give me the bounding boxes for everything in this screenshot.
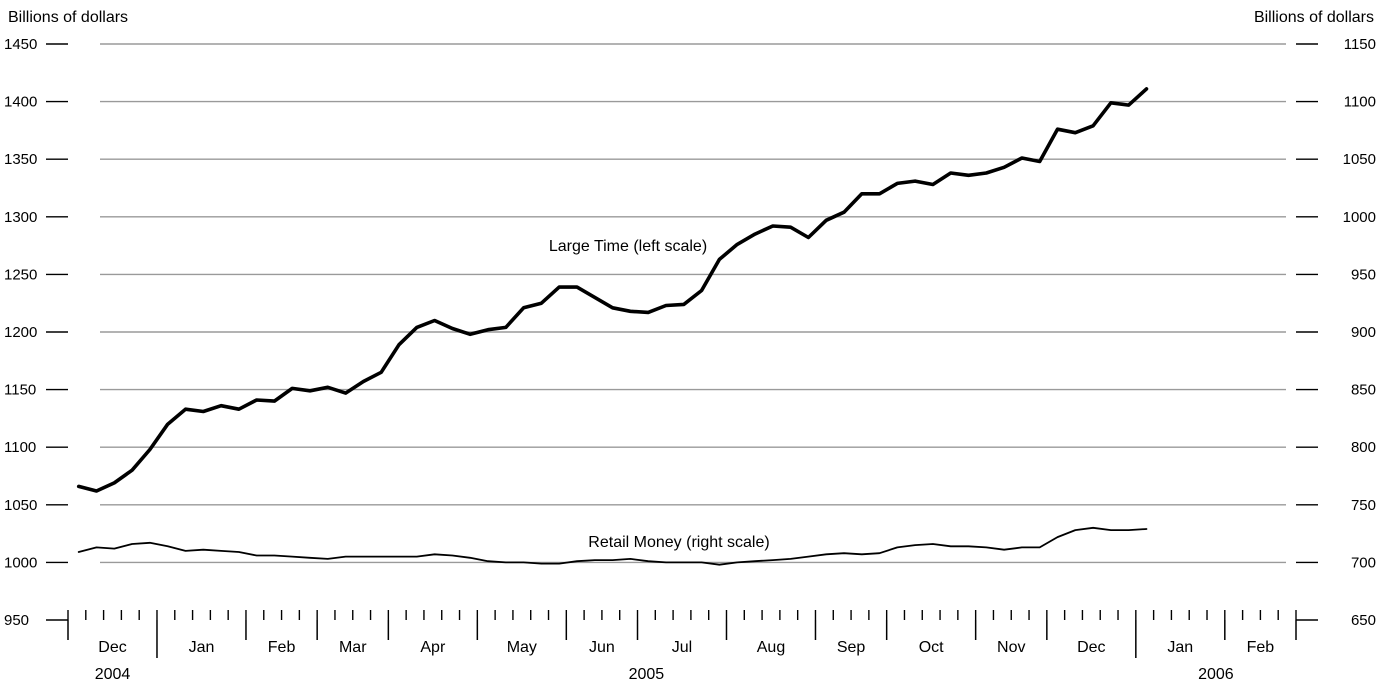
month-label: Mar [339,639,367,656]
right-tick-label: 1050 [1343,151,1376,168]
x-axis: Dec Jan Feb Mar Apr May Jun Jul Aug Sep Oct Nov Dec J… [67,610,1297,683]
left-tick-label: 1150 [4,382,36,399]
left-tick-label: 1000 [4,554,37,571]
left-tick-label: 1400 [4,94,37,111]
left-axis-ticks: 950 1000 1050 1100 1150 1200 1250 1300 1350 1400 1… [4,36,68,629]
year-label: 2005 [629,666,665,683]
series-line-retail-money [77,526,1148,566]
right-tick-label: 950 [1351,266,1376,283]
right-tick-label: 800 [1351,439,1376,456]
series-label-large-time: Large Time (left scale) [549,238,707,255]
left-tick-label: 1450 [4,36,37,53]
month-label: Jan [1167,639,1193,656]
right-tick-label: 850 [1351,382,1376,399]
month-label: Dec [1077,639,1105,656]
right-tick-label: 1100 [1344,94,1376,111]
year-label: 2004 [95,666,131,683]
left-tick-label: 1300 [4,209,37,226]
series-line-large-time [76,87,1149,493]
right-tick-label: 900 [1351,324,1376,341]
left-tick-label: 1200 [4,324,37,341]
left-tick-label: 1250 [4,266,37,283]
month-label: Dec [98,639,126,656]
right-axis-title: Billions of dollars [1254,9,1374,26]
month-label: Aug [757,639,785,656]
right-tick-label: 1000 [1343,209,1376,226]
month-label: Jun [589,639,615,656]
right-tick-label: 750 [1351,497,1376,514]
month-label: Apr [420,639,446,656]
left-tick-label: 1100 [4,439,36,456]
month-label: May [507,639,537,656]
right-tick-label: 1150 [1344,36,1376,53]
series-label-retail-money: Retail Money (right scale) [588,534,769,551]
month-label: Jul [672,639,692,656]
year-label: 2006 [1198,666,1234,683]
right-axis-ticks: 650 700 750 800 850 900 950 1000 1050 1100 1150 [1296,36,1376,629]
series-group [76,87,1149,566]
left-tick-label: 950 [4,612,29,629]
left-tick-label: 1050 [4,497,37,514]
month-label: Oct [919,639,944,656]
month-label: Jan [189,639,215,656]
left-axis-title: Billions of dollars [8,9,128,26]
right-tick-label: 650 [1351,612,1376,629]
month-label: Feb [1247,639,1275,656]
right-tick-label: 700 [1351,554,1376,571]
month-label: Sep [837,639,866,656]
left-tick-label: 1350 [4,151,37,168]
gridlines [100,43,1286,564]
month-label: Nov [997,639,1025,656]
month-label: Feb [268,639,296,656]
